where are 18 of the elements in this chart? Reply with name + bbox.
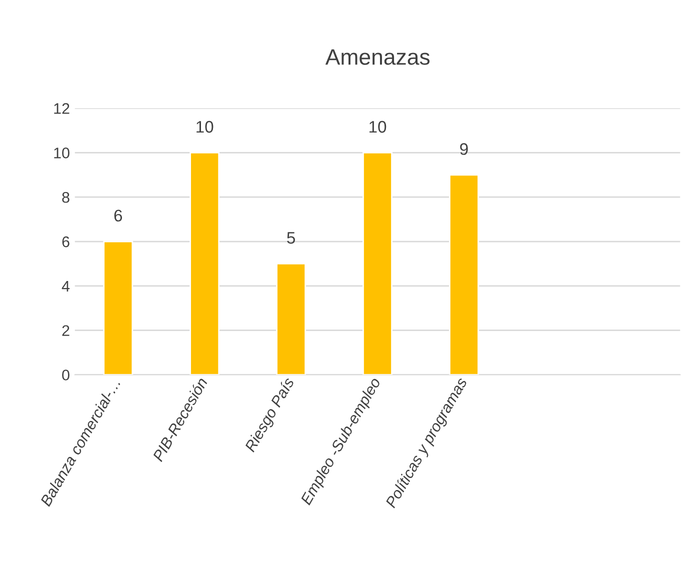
- y-tick-label: 4: [62, 280, 70, 292]
- data-label: 9: [460, 143, 468, 155]
- y-tick-label: 6: [62, 236, 70, 248]
- y-tick-label: 0: [62, 370, 70, 380]
- bar: [190, 152, 220, 375]
- data-label: 5: [287, 232, 295, 244]
- data-label: 10: [370, 120, 386, 133]
- y-tick-label: 12: [54, 103, 70, 114]
- bar: [276, 263, 306, 375]
- data-label: 10: [196, 120, 214, 133]
- y-tick-label: 10: [54, 148, 70, 158]
- bar: [103, 240, 134, 375]
- chart-title: Amenazas: [325, 49, 430, 65]
- bar: [362, 152, 392, 375]
- data-label: 6: [114, 210, 122, 222]
- y-tick-label: 2: [62, 325, 70, 336]
- bar: [449, 174, 479, 375]
- y-tick-label: 8: [62, 192, 70, 203]
